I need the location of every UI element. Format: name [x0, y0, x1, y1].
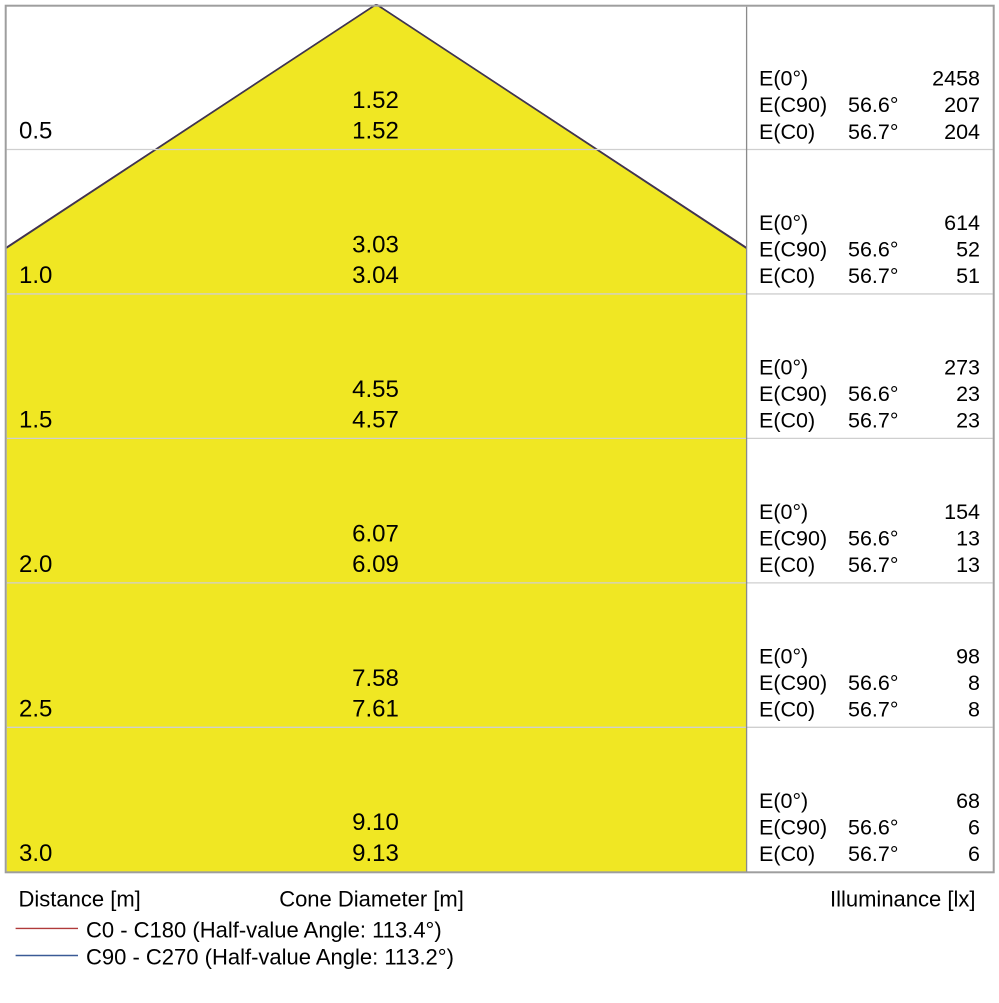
svg-text:1.52: 1.52 [352, 118, 399, 145]
svg-text:E(0°): E(0°) [759, 67, 808, 91]
svg-text:E(C90): E(C90) [759, 238, 827, 262]
svg-text:207: 207 [944, 93, 980, 117]
svg-text:0.5: 0.5 [19, 118, 52, 145]
svg-text:6.07: 6.07 [352, 520, 399, 547]
svg-text:E(C0): E(C0) [759, 842, 815, 866]
svg-text:3.03: 3.03 [352, 231, 399, 258]
svg-text:3.04: 3.04 [352, 262, 399, 289]
svg-text:56.7°: 56.7° [848, 842, 898, 866]
svg-text:E(C90): E(C90) [759, 816, 827, 840]
svg-text:E(C90): E(C90) [759, 527, 827, 551]
svg-text:7.58: 7.58 [352, 665, 399, 692]
svg-text:C0 - C180 (Half-value Angle: 1: C0 - C180 (Half-value Angle: 113.4°) [86, 917, 442, 942]
svg-text:56.6°: 56.6° [848, 93, 898, 117]
svg-text:C90 - C270 (Half-value Angle:: C90 - C270 (Half-value Angle: 113.2°) [86, 944, 454, 969]
svg-text:56.6°: 56.6° [848, 527, 898, 551]
svg-text:98: 98 [956, 644, 980, 668]
svg-text:2458: 2458 [932, 67, 980, 91]
svg-text:56.6°: 56.6° [848, 382, 898, 406]
svg-text:4.55: 4.55 [352, 376, 399, 403]
svg-text:614: 614 [944, 211, 980, 235]
svg-text:56.7°: 56.7° [848, 264, 898, 288]
svg-text:E(C90): E(C90) [759, 382, 827, 406]
svg-text:56.7°: 56.7° [848, 553, 898, 577]
svg-text:7.61: 7.61 [352, 695, 399, 722]
svg-text:E(C0): E(C0) [759, 264, 815, 288]
svg-text:E(C0): E(C0) [759, 698, 815, 722]
svg-text:E(0°): E(0°) [759, 644, 808, 668]
svg-text:E(C90): E(C90) [759, 671, 827, 695]
svg-text:9.10: 9.10 [352, 809, 399, 836]
svg-text:56.6°: 56.6° [848, 816, 898, 840]
svg-text:4.57: 4.57 [352, 406, 399, 433]
svg-text:154: 154 [944, 500, 980, 524]
svg-text:6.09: 6.09 [352, 551, 399, 578]
svg-text:1.5: 1.5 [19, 406, 52, 433]
svg-text:1.0: 1.0 [19, 262, 52, 289]
svg-text:13: 13 [956, 553, 980, 577]
svg-text:23: 23 [956, 382, 980, 406]
svg-text:13: 13 [956, 527, 980, 551]
svg-text:204: 204 [944, 120, 980, 144]
svg-text:56.6°: 56.6° [848, 671, 898, 695]
svg-text:1.52: 1.52 [352, 87, 399, 114]
svg-text:8: 8 [968, 698, 980, 722]
svg-text:E(C0): E(C0) [759, 553, 815, 577]
svg-text:6: 6 [968, 816, 980, 840]
svg-text:E(0°): E(0°) [759, 500, 808, 524]
svg-text:E(C0): E(C0) [759, 409, 815, 433]
svg-text:E(0°): E(0°) [759, 355, 808, 379]
svg-text:Distance [m]: Distance [m] [19, 887, 141, 912]
svg-text:E(C90): E(C90) [759, 93, 827, 117]
svg-text:56.7°: 56.7° [848, 120, 898, 144]
svg-text:8: 8 [968, 671, 980, 695]
svg-text:E(0°): E(0°) [759, 789, 808, 813]
svg-text:56.6°: 56.6° [848, 238, 898, 262]
svg-text:56.7°: 56.7° [848, 698, 898, 722]
svg-text:Cone Diameter [m]: Cone Diameter [m] [279, 887, 464, 912]
svg-text:273: 273 [944, 355, 980, 379]
svg-text:68: 68 [956, 789, 980, 813]
svg-text:23: 23 [956, 409, 980, 433]
svg-text:E(C0): E(C0) [759, 120, 815, 144]
svg-text:E(0°): E(0°) [759, 211, 808, 235]
svg-text:56.7°: 56.7° [848, 409, 898, 433]
svg-text:Illuminance [lx]: Illuminance [lx] [830, 887, 976, 912]
svg-text:52: 52 [956, 238, 980, 262]
svg-text:6: 6 [968, 842, 980, 866]
svg-text:9.13: 9.13 [352, 840, 399, 867]
svg-text:51: 51 [956, 264, 980, 288]
svg-text:3.0: 3.0 [19, 840, 52, 867]
svg-text:2.5: 2.5 [19, 695, 52, 722]
svg-text:2.0: 2.0 [19, 551, 52, 578]
